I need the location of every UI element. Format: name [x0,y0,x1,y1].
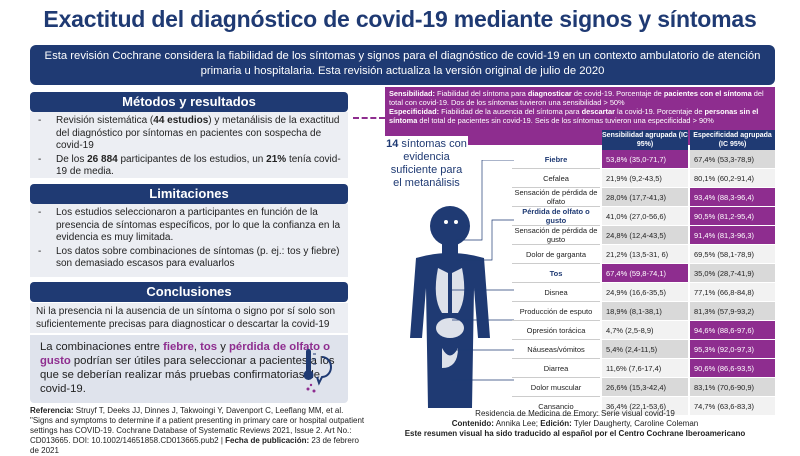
specificity-cell: 81,3% (57,9-93,2) [690,302,775,321]
connector-lines [452,160,514,381]
table-row: Dolor de garganta 21,2% (13,5-31, 6) 69,5%… [512,245,775,264]
sensitivity-cell: 41,0% (27,0-56,6) [602,207,688,226]
conclusions-heading: Conclusiones [30,282,348,302]
symptom-cell: Sensación de pérdida de gusto [512,226,600,245]
specificity-cell: 69,5% (58,1-78,9) [690,245,775,264]
specificity-cell: 67,4% (53,3-78,9) [690,150,775,169]
specificity-cell: 90,5% (81,2-95,4) [690,207,775,226]
col-header-specificity: Especificidad agrupada (IC 95%) [690,130,775,150]
sensitivity-cell: 21,2% (13,5-31, 6) [602,245,688,264]
methods-item-1: Revisión sistemática (44 estudios) y met… [36,115,342,153]
sensitivity-cell: 36,4% (22,1-53,6) [602,397,688,416]
symptom-cell: Sensación de pérdida de olfato [512,188,600,207]
reference-citation: Referencia: Struyf T, Deeks JJ, Dinnes J… [30,406,365,455]
sensitivity-cell: 11,6% (7,6-17,4) [602,359,688,378]
specificity-cell: 95,3% (92,0-97,3) [690,340,775,359]
specificity-definition: Especificidad: Fiabilidad de la ausencia… [389,107,759,125]
limitations-body: Los estudios seleccionaron a participant… [30,204,348,277]
table-row: Producción de esputo 18,9% (8,1-38,1) 81,3… [512,302,775,321]
credits: Residencia de Medicina de Emory: Serie v… [390,409,760,439]
table-row: Disnea 24,9% (16,6-35,5) 77,1% (66,8-84,8) [512,283,775,302]
symptom-cell: Cansancio [512,397,600,416]
human-body-silhouette-icon [410,206,490,408]
specificity-cell: 83,1% (70,6-90,9) [690,378,775,397]
symptom-cell: Tos [512,264,600,283]
credits-series: Residencia de Medicina de Emory: Serie v… [475,409,675,418]
table-row: Cansancio 36,4% (22,1-53,6) 74,7% (63,6-83… [512,397,775,416]
table-row: Náuseas/vómitos 5,4% (2,4-11,5) 95,3% (92,… [512,340,775,359]
symptom-cell: Dolor de garganta [512,245,600,264]
table-row: Opresión torácica 4,7% (2,5-8,9) 94,6% (88… [512,321,775,340]
specificity-cell: 90,6% (86,6-93,5) [690,359,775,378]
connector-dashed-line [353,117,385,119]
symptom-cell: Disnea [512,283,600,302]
table-row: Pérdida de olfato o gusto 41,0% (27,0-56,… [512,207,775,226]
table-row: Dolor muscular 26,6% (15,3-42,4) 83,1% (70… [512,378,775,397]
methods-heading: Métodos y resultados [30,92,348,112]
specificity-cell: 91,4% (81,3-96,3) [690,226,775,245]
specificity-cell: 35,0% (28,7-41,9) [690,264,775,283]
sensitivity-cell: 67,4% (59,8-74,1) [602,264,688,283]
intro-banner: Esta revisión Cochrane considera la fiab… [30,45,775,85]
credits-translation: Este resumen visual ha sido traducido al… [404,429,746,438]
table-row: Cefalea 21,9% (9,2-43,5) 80,1% (60,2-91,4) [512,169,775,188]
symptom-cell: Náuseas/vómitos [512,340,600,359]
methods-body: Revisión sistemática (44 estudios) y met… [30,112,348,178]
combination-callout: La combinaciones entre fiebre, tos y pér… [30,335,348,403]
symptom-cell: Fiebre [512,150,600,169]
symptom-cell: Dolor muscular [512,378,600,397]
symptom-cell: Cefalea [512,169,600,188]
table-row: Diarrea 11,6% (7,6-17,4) 90,6% (86,6-93,5) [512,359,775,378]
sensitivity-cell: 21,9% (9,2-43,5) [602,169,688,188]
sensitivity-cell: 4,7% (2,5-8,9) [602,321,688,340]
table-row: Tos 67,4% (59,8-74,1) 35,0% (28,7-41,9) [512,264,775,283]
sensitivity-cell: 24,8% (12,4-43,5) [602,226,688,245]
limitations-item-1: Los estudios seleccionaron a participant… [36,207,342,245]
conclusions-text: Ni la presencia ni la ausencia de un sín… [30,303,348,333]
symptom-cell: Diarrea [512,359,600,378]
specificity-cell: 74,7% (63,6-83,3) [690,397,775,416]
limitations-item-2: Los datos sobre combinaciones de síntoma… [36,246,342,271]
sensitivity-cell: 24,9% (16,6-35,5) [602,283,688,302]
limitations-heading: Limitaciones [30,184,348,204]
specificity-cell: 77,1% (66,8-84,8) [690,283,775,302]
credits-authors: Contenido: Annika Lee; Edición: Tyler Da… [451,419,699,428]
symptom-cell: Opresión torácica [512,321,600,340]
page-title: Exactitud del diagnóstico de covid-19 me… [43,6,757,32]
specificity-cell: 80,1% (60,2-91,4) [690,169,775,188]
table-row: Sensación de pérdida de olfato 28,0% (17,… [512,188,775,207]
symptom-count-box: 14 síntomas con evidencia suficiente par… [385,136,468,191]
table-row: Sensación de pérdida de gusto 24,8% (12,4… [512,226,775,245]
specificity-cell: 93,4% (88,3-96,4) [690,188,775,207]
symptom-cell: Producción de esputo [512,302,600,321]
sick-person-thermometer-icon [303,349,332,393]
sensitivity-cell: 53,8% (35,0-71,7) [602,150,688,169]
methods-item-2: De los 26 884 participantes de los estud… [36,154,342,179]
specificity-cell: 94,6% (88,6-97,6) [690,321,775,340]
sensitivity-definition: Sensibilidad: Fiabilidad del síntoma par… [389,89,764,107]
table-row: Fiebre 53,8% (35,0-71,7) 67,4% (53,3-78,9) [512,150,775,169]
sensitivity-cell: 28,0% (17,7-41,3) [602,188,688,207]
symptom-cell: Pérdida de olfato o gusto [512,207,600,226]
sensitivity-cell: 18,9% (8,1-38,1) [602,302,688,321]
col-header-sensitivity: Sensibilidad agrupada (IC 95%) [602,130,688,150]
sensitivity-cell: 5,4% (2,4-11,5) [602,340,688,359]
sensitivity-cell: 26,6% (15,3-42,4) [602,378,688,397]
